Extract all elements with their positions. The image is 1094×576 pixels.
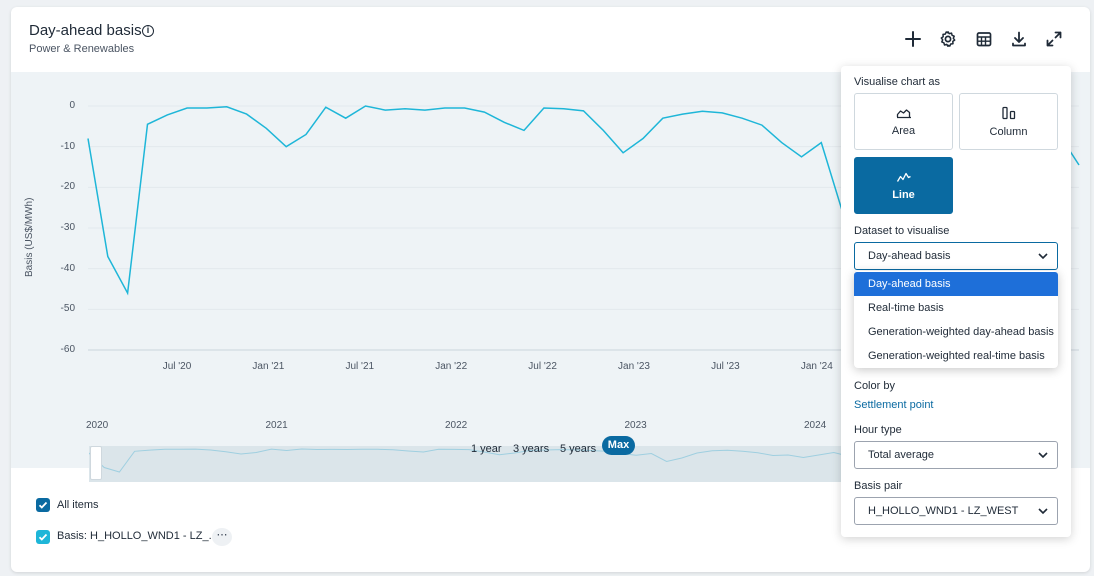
table-icon[interactable]	[972, 27, 996, 51]
dataset-label: Dataset to visualise	[854, 225, 950, 237]
chevron-down-icon	[1038, 452, 1048, 459]
navigator[interactable]	[89, 446, 849, 482]
chevron-down-icon	[1038, 508, 1048, 515]
navigator-sparkline	[89, 448, 849, 473]
line-option-label: Line	[892, 188, 915, 201]
dataset-dropdown: Day-ahead basis Real-time basis Generati…	[854, 271, 1058, 368]
y-tick-label: -60	[60, 344, 75, 355]
range-5-years-button[interactable]: 5 years	[560, 443, 597, 455]
basis-pair-value: H_HOLLO_WND1 - LZ_WEST	[868, 505, 1019, 517]
chevron-down-icon	[1038, 253, 1048, 260]
dataset-option[interactable]: Real-time basis	[868, 302, 944, 314]
visualise-label: Visualise chart as	[854, 76, 941, 88]
y-tick-label: -10	[60, 140, 75, 152]
navigator-tick-label: 2023	[624, 420, 647, 431]
series-label: Basis: H_HOLLO_WND1 - LZ_...	[57, 530, 218, 542]
line-option-button[interactable]: Line	[854, 157, 953, 214]
line-icon	[896, 172, 911, 182]
column-icon	[1001, 106, 1015, 119]
x-tick-label: Jul '22	[528, 361, 557, 372]
y-tick-label: -20	[60, 181, 75, 193]
y-tick-label: -30	[60, 222, 75, 233]
all-items-label: All items	[57, 499, 99, 511]
basis-pair-label: Basis pair	[854, 480, 903, 492]
x-tick-label: Jul '20	[162, 361, 192, 372]
navigator-line	[89, 448, 849, 473]
column-option-label: Column	[989, 125, 1028, 138]
dataset-select-value: Day-ahead basis	[868, 250, 951, 262]
y-tick-label: -40	[60, 262, 75, 274]
area-icon	[896, 108, 911, 118]
color-by-label: Color by	[854, 380, 895, 392]
add-icon[interactable]	[901, 27, 925, 51]
area-option-button[interactable]: Area	[854, 93, 953, 150]
navigator-tick-label: 2020	[86, 420, 109, 431]
dataset-option[interactable]: Generation-weighted real-time basis	[868, 350, 1045, 362]
hour-type-select[interactable]: Total average	[854, 441, 1058, 469]
x-tick-label: Jan '23	[618, 361, 650, 372]
dataset-select[interactable]: Day-ahead basis	[854, 242, 1058, 270]
range-max-button[interactable]: Max	[602, 436, 635, 455]
navigator-tick-label: 2021	[265, 420, 288, 431]
y-tick-label: 0	[69, 100, 75, 111]
x-tick-label: Jan '22	[435, 361, 468, 372]
dataset-option[interactable]: Day-ahead basis	[854, 272, 1058, 296]
basis-pair-select[interactable]: H_HOLLO_WND1 - LZ_WEST	[854, 497, 1058, 525]
color-by-value[interactable]: Settlement point	[854, 399, 934, 411]
widget-subtitle: Power & Renewables	[29, 43, 135, 55]
range-3-years-button[interactable]: 3 years	[513, 443, 550, 455]
info-icon[interactable]: i	[142, 25, 154, 37]
more-options-button[interactable]: ⋯	[212, 528, 232, 546]
column-option-button[interactable]: Column	[959, 93, 1058, 150]
hour-type-label: Hour type	[854, 424, 902, 436]
x-tick-label: Jul '21	[345, 361, 375, 372]
range-1-year-button[interactable]: 1 year	[471, 443, 502, 455]
area-option-label: Area	[891, 124, 916, 137]
dataset-option[interactable]: Generation-weighted day-ahead basis	[868, 326, 1054, 338]
series-checkbox[interactable]	[36, 530, 50, 544]
expand-icon[interactable]	[1042, 27, 1066, 51]
settings-icon[interactable]	[936, 27, 960, 51]
navigator-tick-label: 2024	[804, 420, 827, 431]
widget-title: Day-ahead basis	[29, 22, 142, 39]
x-tick-label: Jan '24	[800, 361, 833, 372]
hour-type-value: Total average	[868, 449, 935, 461]
x-tick-label: Jul '23	[711, 361, 740, 372]
navigator-handle[interactable]	[90, 446, 102, 480]
all-items-checkbox[interactable]	[36, 498, 50, 512]
navigator-tick-label: 2022	[445, 420, 468, 431]
download-icon[interactable]	[1007, 27, 1031, 51]
x-tick-label: Jan '21	[252, 361, 285, 372]
y-tick-label: -50	[60, 303, 75, 315]
